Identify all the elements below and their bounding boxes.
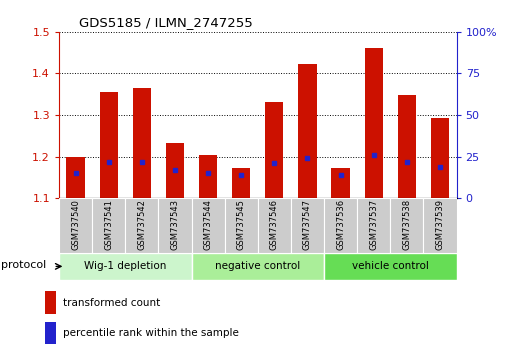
Text: GSM737537: GSM737537	[369, 199, 378, 250]
Text: GSM737542: GSM737542	[137, 199, 146, 250]
Text: vehicle control: vehicle control	[352, 261, 429, 272]
Bar	[423, 198, 457, 253]
Bar	[265, 102, 284, 198]
Text: GSM737546: GSM737546	[270, 199, 279, 250]
Bar	[133, 88, 151, 198]
Text: GSM737539: GSM737539	[436, 199, 444, 250]
Bar	[191, 198, 225, 253]
Bar	[324, 253, 457, 280]
Bar	[365, 48, 383, 198]
Bar	[357, 198, 390, 253]
Text: GSM737541: GSM737541	[104, 199, 113, 250]
Text: GSM737536: GSM737536	[336, 199, 345, 250]
Bar	[324, 198, 357, 253]
Bar	[100, 92, 118, 198]
Bar	[125, 198, 159, 253]
Text: protocol: protocol	[2, 260, 47, 270]
Text: GSM737547: GSM737547	[303, 199, 312, 250]
Bar	[431, 118, 449, 198]
Bar	[45, 291, 56, 314]
Text: GDS5185 / ILMN_2747255: GDS5185 / ILMN_2747255	[79, 16, 252, 29]
Text: GSM737538: GSM737538	[402, 199, 411, 250]
Text: GSM737545: GSM737545	[236, 199, 246, 250]
Bar	[166, 143, 184, 198]
Text: percentile rank within the sample: percentile rank within the sample	[63, 328, 239, 338]
Text: negative control: negative control	[215, 261, 301, 272]
Bar	[67, 157, 85, 198]
Text: Wig-1 depletion: Wig-1 depletion	[84, 261, 166, 272]
Bar	[390, 198, 423, 253]
Bar	[191, 253, 324, 280]
Text: GSM737540: GSM737540	[71, 199, 80, 250]
Bar	[59, 253, 191, 280]
Bar	[291, 198, 324, 253]
Text: GSM737544: GSM737544	[204, 199, 212, 250]
Bar	[45, 322, 56, 344]
Bar	[59, 198, 92, 253]
Bar	[92, 198, 125, 253]
Bar	[225, 198, 258, 253]
Bar	[299, 64, 317, 198]
Text: transformed count: transformed count	[63, 298, 160, 308]
Bar	[258, 198, 291, 253]
Bar	[199, 155, 217, 198]
Text: GSM737543: GSM737543	[170, 199, 180, 250]
Bar	[232, 168, 250, 198]
Bar	[331, 168, 350, 198]
Bar	[159, 198, 191, 253]
Bar	[398, 95, 416, 198]
